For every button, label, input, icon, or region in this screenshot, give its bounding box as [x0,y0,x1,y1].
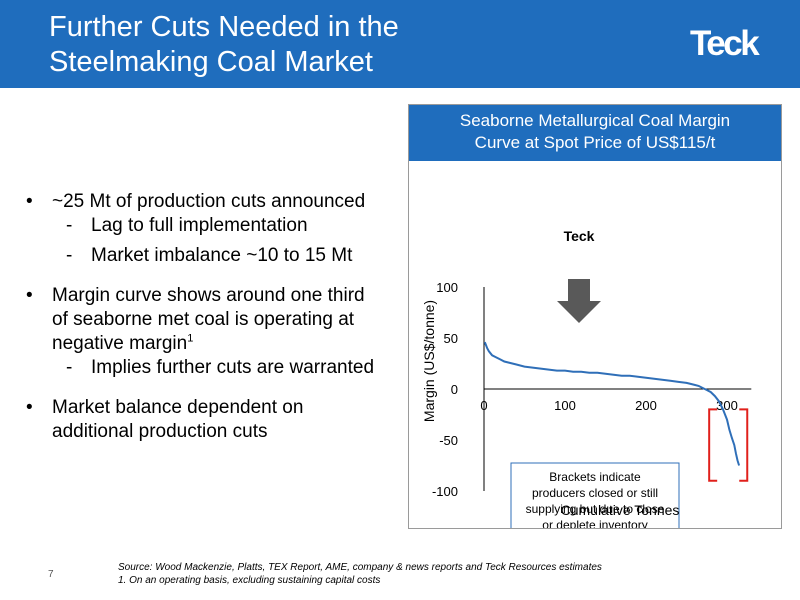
axes [483,287,752,491]
slide-title-line-1: Further Cuts Needed in the [49,11,399,43]
bullet-text-fragment: negative margin [52,333,188,354]
footnote-ref: 1 [187,332,194,345]
tick-labels: 100 50 0 -50 -100 0 100 200 300 [432,280,738,499]
title-banner: Further Cuts Needed in the Steelmaking C… [0,0,800,88]
bullet-text-line: additional production cuts [52,421,268,442]
sub-bullet-item: - Implies further cuts are warranted [52,356,401,380]
bracket-note-line: Brackets indicate [549,470,641,484]
y-tick-label: 100 [436,280,458,295]
page-number: 7 [48,569,54,580]
chart-panel: Seaborne Metallurgical Coal Margin Curve… [408,104,782,529]
bracket-note-box [510,462,680,528]
teck-marker-arrow [557,279,601,323]
slide-title-line-2: Steelmaking Coal Market [49,46,373,78]
margin-curve-chart: 100 50 0 -50 -100 0 100 200 300 Teck Brackets ind… [421,228,752,528]
bullet-marker: • [26,285,33,306]
annotations: Teck Brackets indicate producers closed or… [510,228,749,528]
bullet-text-line: Margin curve shows around one third [52,285,365,306]
series [483,341,741,466]
bullet-text: ~25 Mt of production cuts announced [52,191,366,212]
source-text: Source: Wood Mackenzie, Platts, TEX Repo… [118,562,602,573]
y-tick-label: 0 [451,382,458,397]
bullet-text-line: negative margin1 [52,332,401,356]
source-footnote: Source: Wood Mackenzie, Platts, TEX Repo… [118,561,602,587]
right-bracket [739,408,749,482]
x-tick-label: 300 [716,398,738,413]
bullet-item: • Market balance dependent on additional… [26,396,401,444]
bracket-note-line: or deplete inventory [542,518,647,528]
left-bracket [708,408,718,482]
bullet-item: • Margin curve shows around one third of… [26,284,401,356]
bullet-item: • ~25 Mt of production cuts announced [26,190,401,214]
x-tick-label: 0 [480,398,487,413]
chart-title-line-2: Curve at Spot Price of US$115/t [474,133,716,152]
bracket-note-line: supplying but due to close [526,502,665,516]
chart-title-line-1: Seaborne Metallurgical Coal Margin [459,111,731,130]
bullet-text-line: Market balance dependent on [52,397,304,418]
slide-title: Further Cuts Needed in the Steelmaking C… [49,10,609,80]
bullet-text-line: of seaborne met coal is operating at [52,309,355,330]
sub-bullet-item: - Lag to full implementation [52,214,401,238]
x-tick-label: 100 [554,398,576,413]
sub-bullet-text: Lag to full implementation [91,215,308,236]
y-axis-label: Margin (US$/tonne) [421,300,437,422]
sub-bullet-marker: - [66,215,73,236]
sub-bullet-marker: - [66,245,73,266]
sub-bullet-text: Market imbalance ~10 to 15 Mt [91,245,353,266]
teck-logo: Teck [690,24,760,63]
footnote-text: 1. On an operating basis, excluding sust… [118,575,381,586]
y-tick-label: -50 [439,433,458,448]
teck-marker-label: Teck [564,228,595,244]
y-tick-label: -100 [432,484,458,499]
y-tick-label: 50 [444,331,458,346]
x-axis-label: Cumulative Tonnes [561,502,680,518]
bullet-marker: • [26,397,33,418]
margin-curve-line [483,341,741,466]
sub-bullet-item: - Market imbalance ~10 to 15 Mt [52,244,401,268]
chart-title: Seaborne Metallurgical Coal Margin Curve… [409,105,781,161]
bullet-list: • ~25 Mt of production cuts announced - … [26,190,401,444]
sub-bullet-marker: - [66,357,73,378]
bullet-marker: • [26,191,33,212]
sub-bullet-text: Implies further cuts are warranted [91,357,375,378]
bracket-note-line: producers closed or still [532,486,658,500]
x-tick-label: 200 [635,398,657,413]
